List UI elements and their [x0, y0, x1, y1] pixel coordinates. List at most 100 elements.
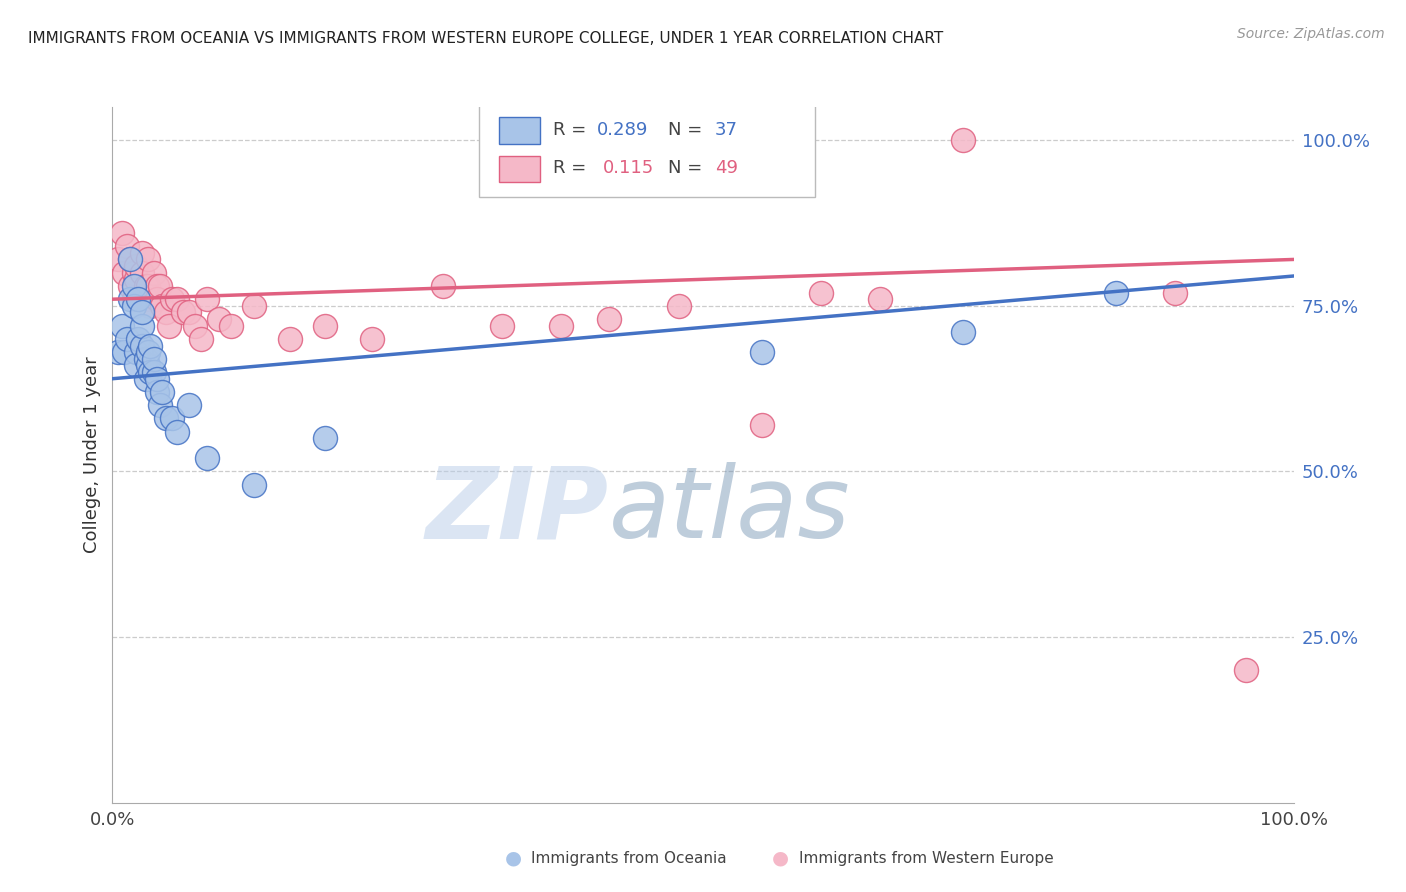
Point	[135, 292, 157, 306]
Point	[314, 318, 336, 333]
Point	[115, 332, 138, 346]
Text: R =: R =	[553, 121, 592, 139]
Point	[120, 279, 142, 293]
Text: 37: 37	[714, 121, 738, 139]
Point	[179, 398, 201, 412]
Point	[1105, 285, 1128, 300]
Point	[135, 279, 157, 293]
Point	[432, 279, 454, 293]
Point	[135, 351, 157, 366]
Point	[120, 252, 142, 267]
Point	[146, 279, 169, 293]
Point	[131, 245, 153, 260]
Point	[115, 239, 138, 253]
Point	[1234, 663, 1257, 677]
Point	[278, 332, 301, 346]
Point	[668, 299, 690, 313]
Point	[243, 299, 266, 313]
Point	[491, 318, 513, 333]
Text: atlas: atlas	[609, 462, 851, 559]
Point	[111, 318, 134, 333]
Point	[361, 332, 384, 346]
Y-axis label: College, Under 1 year: College, Under 1 year	[83, 357, 101, 553]
Point	[142, 351, 165, 366]
Point	[122, 279, 145, 293]
Point	[139, 338, 162, 352]
Point	[131, 305, 153, 319]
Point	[157, 318, 180, 333]
Point	[146, 292, 169, 306]
Point	[146, 384, 169, 399]
Point	[125, 259, 148, 273]
Point	[160, 292, 183, 306]
Point	[131, 338, 153, 352]
Point	[810, 285, 832, 300]
Text: 49: 49	[714, 160, 738, 178]
Point	[112, 266, 135, 280]
Text: N =: N =	[668, 160, 707, 178]
Point	[122, 292, 145, 306]
Point	[120, 292, 142, 306]
Text: Immigrants from Oceania: Immigrants from Oceania	[531, 851, 727, 865]
Point	[136, 345, 159, 359]
Point	[550, 318, 572, 333]
Point	[195, 292, 218, 306]
Point	[142, 365, 165, 379]
Point	[952, 133, 974, 147]
Point	[150, 384, 173, 399]
Text: R =: R =	[553, 160, 598, 178]
Text: 0.115: 0.115	[603, 160, 654, 178]
Text: ●: ●	[505, 848, 522, 868]
Point	[146, 372, 169, 386]
Text: N =: N =	[668, 121, 707, 139]
Point	[155, 305, 177, 319]
Point	[125, 345, 148, 359]
Point	[120, 252, 142, 267]
Point	[136, 359, 159, 373]
Point	[125, 272, 148, 286]
Text: Source: ZipAtlas.com: Source: ZipAtlas.com	[1237, 27, 1385, 41]
Point	[184, 318, 207, 333]
Point	[208, 312, 231, 326]
Point	[190, 332, 212, 346]
FancyBboxPatch shape	[478, 103, 815, 197]
Point	[127, 292, 149, 306]
Point	[127, 292, 149, 306]
Text: 0.289: 0.289	[596, 121, 648, 139]
Point	[122, 299, 145, 313]
Point	[160, 411, 183, 425]
Point	[172, 305, 194, 319]
Point	[952, 326, 974, 340]
Point	[139, 365, 162, 379]
Point	[149, 398, 172, 412]
Point	[139, 299, 162, 313]
Point	[751, 418, 773, 433]
Point	[179, 305, 201, 319]
Point	[136, 252, 159, 267]
Point	[131, 266, 153, 280]
Point	[314, 431, 336, 445]
Text: ZIP: ZIP	[426, 462, 609, 559]
Point	[107, 252, 129, 267]
Point	[155, 411, 177, 425]
Point	[111, 226, 134, 240]
Point	[136, 279, 159, 293]
Point	[166, 425, 188, 439]
Point	[598, 312, 620, 326]
FancyBboxPatch shape	[499, 118, 540, 144]
Point	[142, 266, 165, 280]
Point	[131, 318, 153, 333]
FancyBboxPatch shape	[499, 156, 540, 182]
Text: ●: ●	[772, 848, 789, 868]
Point	[125, 359, 148, 373]
Point	[135, 372, 157, 386]
Point	[166, 292, 188, 306]
Point	[122, 266, 145, 280]
Point	[219, 318, 242, 333]
Text: IMMIGRANTS FROM OCEANIA VS IMMIGRANTS FROM WESTERN EUROPE COLLEGE, UNDER 1 YEAR : IMMIGRANTS FROM OCEANIA VS IMMIGRANTS FR…	[28, 31, 943, 46]
Point	[149, 279, 172, 293]
Point	[150, 299, 173, 313]
Text: Immigrants from Western Europe: Immigrants from Western Europe	[799, 851, 1053, 865]
Point	[751, 345, 773, 359]
Point	[243, 477, 266, 491]
